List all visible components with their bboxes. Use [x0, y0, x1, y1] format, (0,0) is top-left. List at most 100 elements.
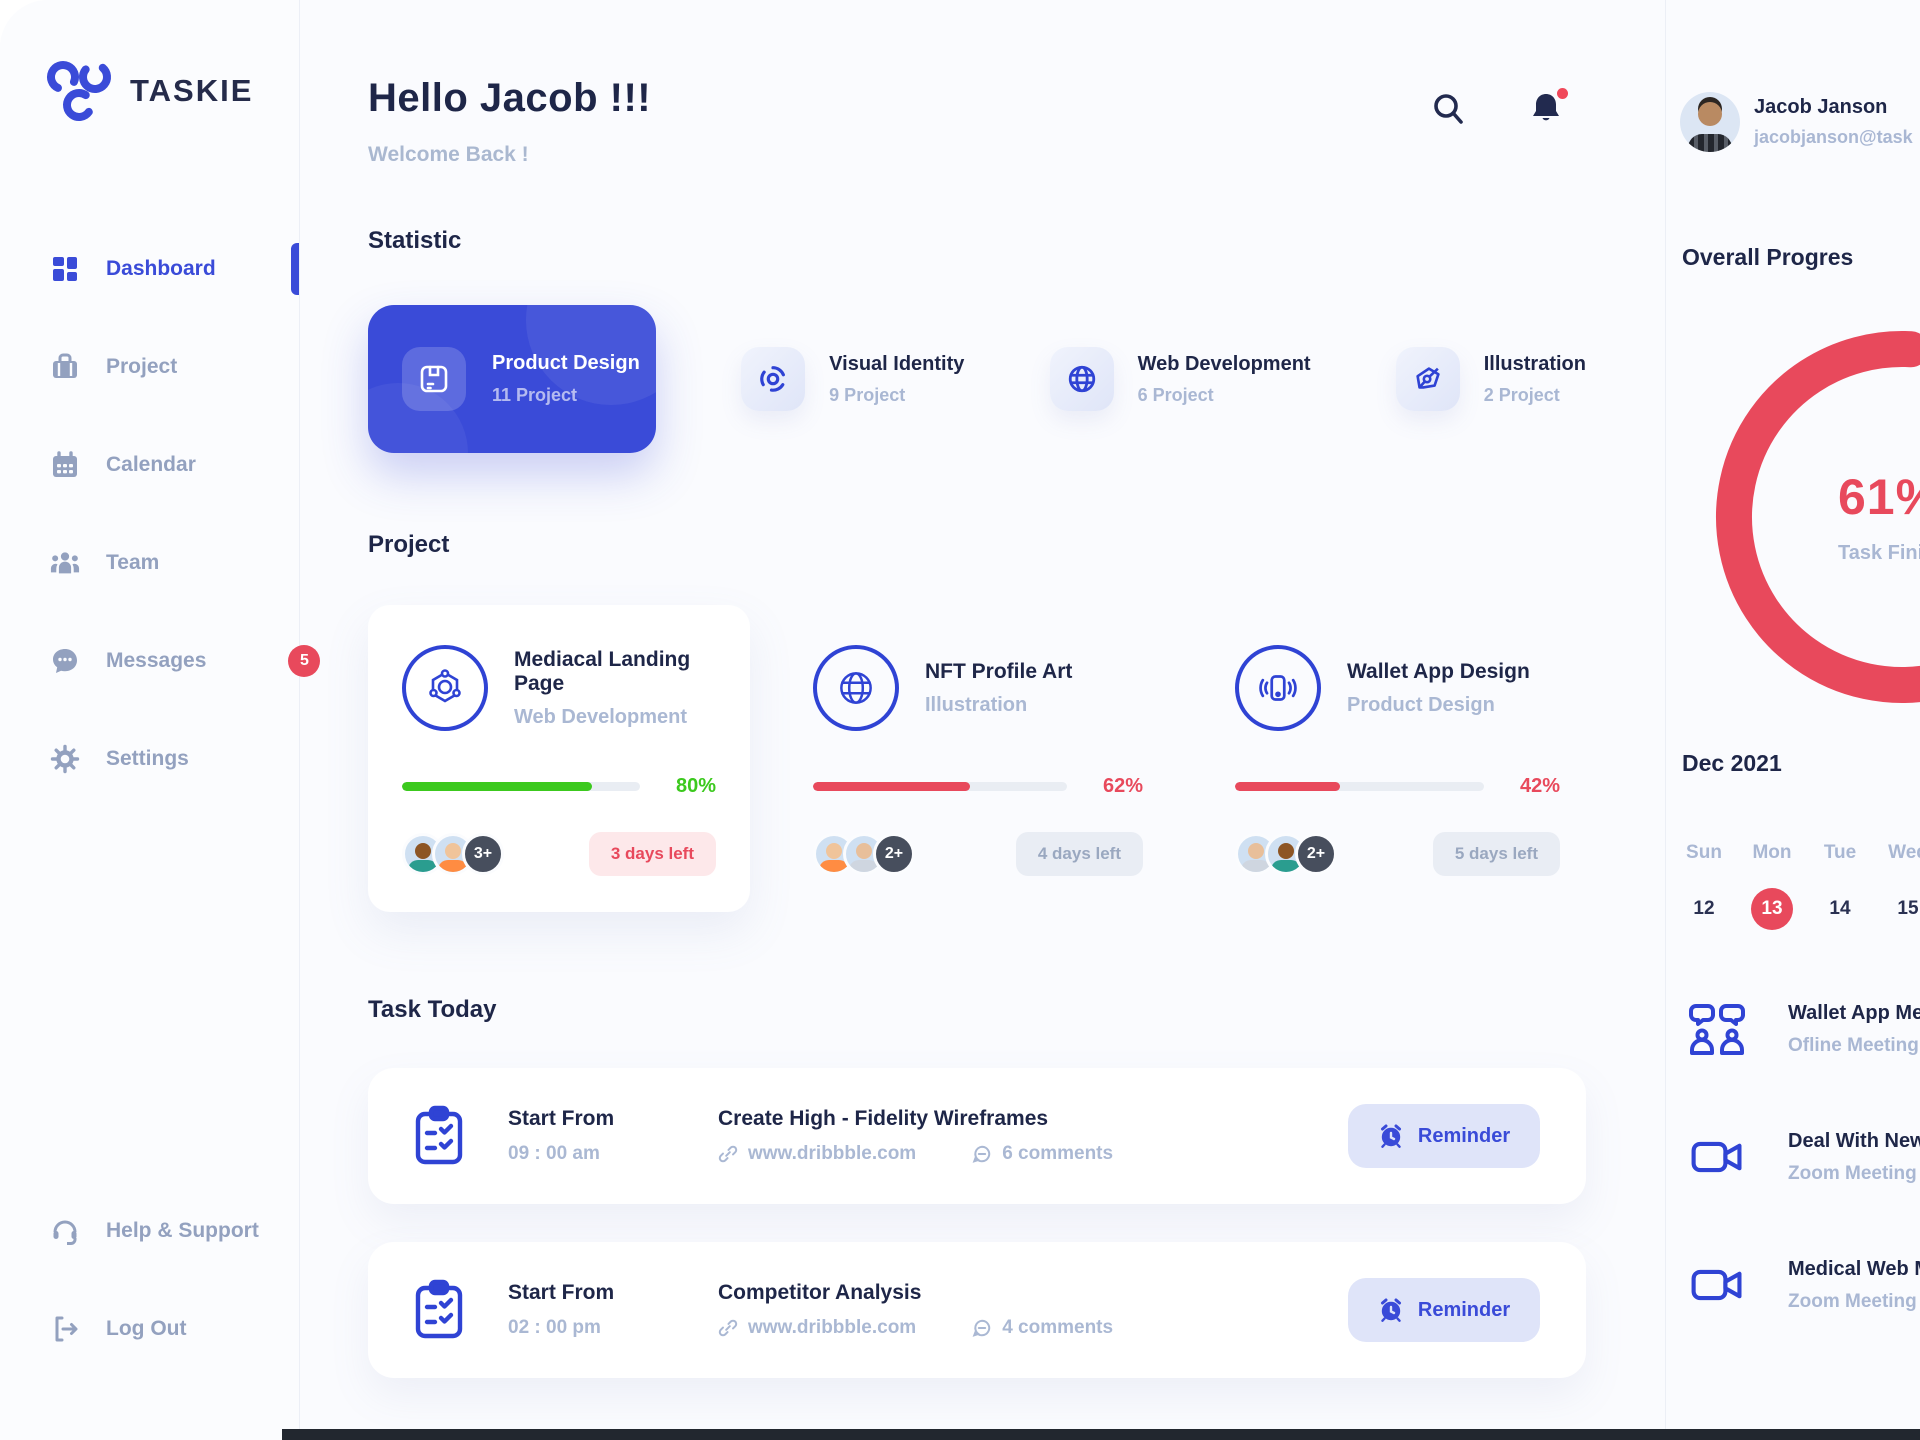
sidebar-item-logout[interactable]: Log Out — [0, 1306, 299, 1352]
sidebar-item-dashboard[interactable]: Dashboard — [0, 243, 299, 295]
sidebar-item-label: Messages — [106, 649, 207, 672]
meeting-item[interactable]: Deal With New Zoom Meeting — [1686, 1126, 1920, 1188]
brand-name: TASKIE — [130, 73, 254, 108]
task-start-label: Start From — [508, 1281, 615, 1304]
stat-card-web-development[interactable]: Web Development 6 Project — [1049, 347, 1311, 411]
project-card-mediacal[interactable]: Mediacal Landing Page Web Development 80… — [368, 605, 750, 912]
sidebar-item-messages[interactable]: Messages 5 — [0, 638, 321, 684]
phone-waves-icon — [1235, 645, 1321, 731]
sidebar-item-project[interactable]: Project — [0, 344, 299, 390]
link-icon — [718, 1145, 738, 1163]
alarm-clock-icon — [1380, 1124, 1401, 1148]
project-card-nft[interactable]: NFT Profile Art Illustration 62% — [813, 605, 1143, 912]
task-comments[interactable]: 6 comments — [972, 1143, 1113, 1165]
project-name: Wallet App Design — [1347, 659, 1530, 683]
project-card-wallet[interactable]: Wallet App Design Product Design 42% — [1235, 605, 1560, 912]
brand-logo: TASKIE — [46, 60, 253, 122]
task-row[interactable]: Start From 09 : 00 am Create High - Fide… — [368, 1068, 1586, 1204]
sidebar-item-calendar[interactable]: Calendar — [0, 442, 299, 488]
stat-subtitle: 9 Project — [829, 384, 906, 405]
statistic-title: Statistic — [368, 227, 462, 254]
main-content: Hello Jacob !!! Welcome Back ! — [300, 0, 1665, 1440]
stat-card-product-design[interactable]: Product Design 11 Project — [368, 305, 656, 453]
avatar-more-count: 3+ — [462, 833, 504, 875]
notification-dot — [1557, 88, 1568, 99]
globe-icon — [1049, 347, 1114, 411]
hexagon-network-icon — [402, 645, 488, 731]
bell-icon[interactable] — [1528, 88, 1568, 128]
calendar-day: Tue — [1823, 842, 1857, 863]
chat-icon — [50, 646, 80, 676]
progress-bar: 80% — [402, 775, 716, 798]
discussion-icon — [1686, 998, 1748, 1060]
task-today-section: Task Today Start From 09 : 00 am — [368, 996, 1586, 1378]
calendar-day: Sun — [1686, 842, 1722, 863]
calendar-date-selected[interactable]: 13 — [1738, 888, 1806, 930]
right-panel: Jacob Janson jacobjanson@task Overall Pr… — [1665, 0, 1920, 1440]
stat-title: Visual Identity — [829, 352, 965, 375]
clipboard-checklist-icon — [410, 1104, 470, 1168]
sidebar-item-label: Calendar — [106, 453, 196, 476]
reminder-button[interactable]: Reminder — [1348, 1278, 1540, 1342]
meeting-type: Zoom Meeting — [1788, 1290, 1917, 1312]
progress-label: 42% — [1519, 775, 1560, 797]
calendar-date[interactable]: 15 — [1897, 898, 1919, 919]
progress-label: 80% — [675, 775, 716, 797]
statistic-section: Statistic Product Design 11 Project — [368, 227, 1586, 453]
task-time: 09 : 00 am — [508, 1143, 600, 1164]
stat-subtitle: 6 Project — [1137, 384, 1214, 405]
task-row[interactable]: Start From 02 : 00 pm Competitor Analysi… — [368, 1242, 1586, 1378]
briefcase-icon — [50, 352, 80, 382]
calendar-date[interactable]: 12 — [1693, 898, 1715, 919]
stat-card-visual-identity[interactable]: Visual Identity 9 Project — [741, 347, 964, 411]
calendar-date[interactable]: 14 — [1829, 898, 1851, 919]
stat-title: Web Development — [1137, 352, 1311, 375]
meeting-title: Wallet App Mee — [1788, 1001, 1920, 1024]
sidebar-item-settings[interactable]: Settings — [0, 736, 299, 782]
task-start-label: Start From — [508, 1107, 615, 1130]
search-icon[interactable] — [1430, 90, 1466, 128]
progress-caption: Task Finis — [1838, 542, 1920, 564]
project-category: Web Development — [514, 705, 687, 728]
meeting-type: Zoom Meeting — [1788, 1162, 1917, 1184]
avatar-group: 2+ — [1235, 833, 1337, 875]
comment-icon — [972, 1145, 991, 1163]
swirl-icon — [741, 347, 806, 411]
calendar-day-headers: Sun Mon Tue Wed — [1670, 842, 1920, 864]
pen-tool-icon — [1395, 347, 1460, 411]
task-title: Create High - Fidelity Wireframes — [718, 1107, 1049, 1130]
task-link[interactable]: www.dribbble.com — [718, 1143, 916, 1165]
dashboard-grid-icon — [50, 254, 80, 284]
user-name: Jacob Janson — [1754, 96, 1888, 118]
sidebar-item-label: Team — [106, 551, 160, 574]
page-title: Hello Jacob !!! — [368, 76, 652, 120]
progress-fill — [1235, 782, 1340, 791]
progress-percent: 61% — [1838, 469, 1920, 525]
active-indicator — [291, 243, 299, 295]
taskie-logo-icon — [47, 61, 111, 121]
sidebar-item-label: Dashboard — [106, 257, 216, 280]
meeting-item[interactable]: Wallet App Mee Ofline Meeting — [1686, 998, 1920, 1060]
meeting-type: Ofline Meeting — [1788, 1034, 1919, 1056]
task-comments[interactable]: 4 comments — [972, 1317, 1113, 1339]
page-header: Hello Jacob !!! Welcome Back ! — [368, 76, 1586, 167]
stat-card-illustration[interactable]: Illustration 2 Project — [1395, 347, 1586, 411]
progress-label: 62% — [1102, 775, 1143, 797]
user-profile[interactable]: Jacob Janson jacobjanson@task — [1680, 92, 1920, 152]
sidebar-item-team[interactable]: Team — [0, 540, 299, 586]
avatar — [1680, 92, 1740, 152]
meeting-item[interactable]: Medical Web M Zoom Meeting — [1686, 1254, 1920, 1316]
project-title: Project — [368, 531, 450, 558]
sidebar-item-label: Settings — [106, 747, 189, 770]
reminder-button[interactable]: Reminder — [1348, 1104, 1540, 1168]
progress-bar: 42% — [1235, 775, 1560, 798]
messages-badge: 5 — [288, 645, 321, 677]
calendar-dates: 12 13 14 15 — [1670, 888, 1920, 930]
meetings-list: Wallet App Mee Ofline Meeting Deal With … — [1686, 998, 1920, 1316]
stat-title: Illustration — [1483, 352, 1586, 375]
days-left-badge: 4 days left — [1015, 832, 1143, 876]
sidebar-item-help-support[interactable]: Help & Support — [0, 1208, 299, 1254]
days-left-badge: 5 days left — [1432, 832, 1560, 876]
task-link[interactable]: www.dribbble.com — [718, 1317, 916, 1339]
